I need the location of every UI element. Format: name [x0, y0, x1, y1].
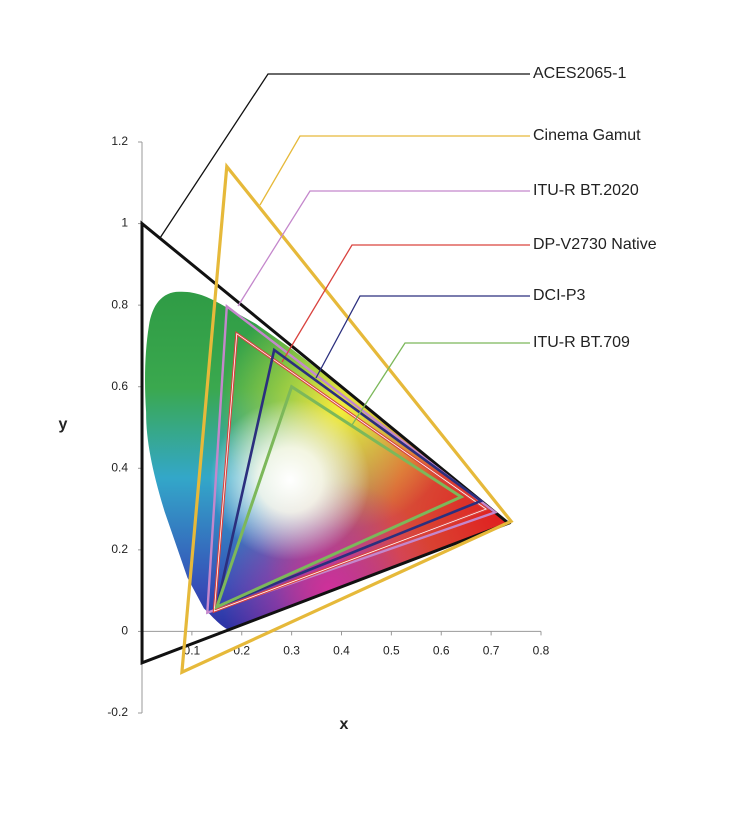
legend-label: ACES2065-1: [533, 65, 626, 82]
x-tick-label: 0.5: [383, 644, 400, 658]
x-tick-label: 0.3: [283, 644, 300, 658]
y-tick-label: 0.8: [111, 297, 128, 311]
leader-line: [351, 342, 530, 426]
leader-line: [259, 135, 530, 206]
legend-label: ITU-R BT.2020: [533, 182, 639, 199]
legend-label: DCI-P3: [533, 287, 586, 304]
gamut-triangle-inner: [213, 332, 487, 612]
gamut-triangle: [214, 384, 465, 610]
y-tick-label: 1.2: [111, 134, 128, 148]
x-tick-label: 0.7: [483, 644, 500, 658]
y-tick-label: 0: [121, 624, 128, 638]
leader-line: [315, 295, 530, 379]
legend-label: Cinema Gamut: [533, 127, 641, 144]
x-tick-label: 0.6: [433, 644, 450, 658]
legend-label: DP-V2730 Native: [533, 236, 657, 253]
x-axis-label: x: [340, 716, 349, 733]
y-tick-label: 1: [121, 216, 128, 230]
legend-label: ITU-R BT.709: [533, 334, 630, 351]
leader-line: [237, 190, 530, 307]
y-axis-label: y: [59, 416, 68, 433]
gamut-triangle: [215, 347, 484, 610]
x-tick-label: 0.4: [333, 644, 350, 658]
gamut-triangle: [180, 162, 514, 675]
x-tick-label: 0.1: [184, 644, 201, 658]
y-tick-label: -0.2: [107, 705, 128, 719]
y-tick-label: 0.4: [111, 460, 128, 474]
gamut-triangle: [140, 220, 512, 666]
leader-line: [281, 244, 530, 363]
y-tick-label: 0.2: [111, 542, 128, 556]
gamut-triangle: [206, 304, 498, 615]
leader-line: [159, 73, 530, 239]
y-tick-label: 0.6: [111, 379, 128, 393]
x-tick-label: 0.8: [533, 644, 550, 658]
